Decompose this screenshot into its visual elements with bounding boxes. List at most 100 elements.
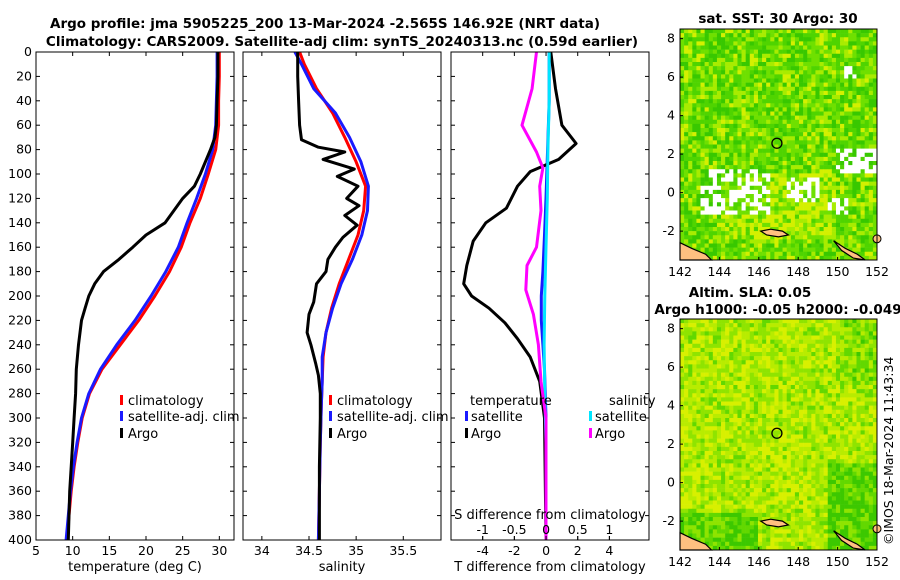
y-tick-label: 220 [8,312,32,327]
x-tick-label: 25 [175,543,191,558]
plot-frame [450,51,650,541]
s-tick-label: 0 [542,522,550,537]
title-line-2: Climatology: CARS2009. Satellite-adj cli… [46,34,638,50]
y-tick-label: 200 [8,288,32,303]
argo-location-marker [771,137,783,149]
map-x-tick-label: 146 [747,264,771,279]
difference-panel: -4 -2 0 2 4 -1 -0.5 0 0.5 1 [450,51,650,558]
x-tick-label: 10 [65,543,81,558]
map-x-tick-label: 152 [865,264,889,279]
y-tick-label: 340 [8,459,32,474]
x-tick-label: 30 [211,543,227,558]
map-x-tick-label: 142 [668,264,692,279]
y-tick-label: 320 [8,434,32,449]
y-tick-label: 60 [16,117,32,132]
y-tick-label: 240 [8,337,32,352]
y-tick-label: 160 [8,239,32,254]
map-y-tick-label: 8 [667,321,675,336]
y-tick-label: 40 [16,93,32,108]
x-tick-label: 35 [348,543,364,558]
legend-swatch-satellite [329,411,332,421]
y-tick-label: 180 [8,264,32,279]
plot-frame [35,51,235,541]
y-tick-label: 100 [8,166,32,181]
x-tick-label: 2 [574,543,582,558]
sla-argo-title: Argo h1000: -0.05 h2000: -0.049 [654,302,900,318]
map-y-tick-label: -2 [663,223,675,238]
sst-map-title: sat. SST: 30 Argo: 30 [698,11,857,27]
title-line-1: Argo profile: jma 5905225_200 13-Mar-202… [50,16,600,32]
argo-location-marker [771,427,783,439]
map-cells [680,319,878,551]
x-tick-label: -2 [508,543,520,558]
map-x-tick-label: 144 [707,264,731,279]
legend-label-satellite: satellite-adj. clim [337,410,449,425]
x-tick-label: 35.5 [389,543,417,558]
x-tick-label: 0 [542,543,550,558]
map-y-tick-label: 4 [667,398,675,413]
y-tick-label: 120 [8,190,32,205]
legend-swatch-s-satellite [589,411,592,421]
legend-swatch-climatology [329,395,332,405]
x-tick-label: 20 [138,543,154,558]
land-manus-island [759,518,790,528]
temperature-legend: climatology satellite-adj. clim Argo [120,394,240,442]
series-argo [296,52,361,540]
temperature-xlabel: temperature (deg C) [68,560,202,575]
map-y-tick-label: 6 [667,69,675,84]
s-tick-label: -1 [476,522,488,537]
difference-legend: temperature satellite Argo salinity sate… [465,394,656,442]
s-tick-label: 1 [605,522,613,537]
legend-label-satellite: satellite-adj. clim [128,410,240,425]
legend-label-argo: Argo [128,427,158,442]
x-tick-label: 34 [254,543,270,558]
y-tick-label: 360 [8,483,32,498]
map-y-tick-label: 4 [667,108,675,123]
y-tick-label: 280 [8,386,32,401]
y-tick-label: 300 [8,410,32,425]
legend-swatch-argo [120,428,123,438]
y-tick-label: 380 [8,508,32,523]
sst-map: 142 144 146 148 150 152 -2 0 2 4 6 8 [663,28,889,279]
legend-label-climatology: climatology [337,394,413,409]
y-tick-label: 140 [8,215,32,230]
y-tick-label: 20 [16,68,32,83]
legend-label-climatology: climatology [128,394,204,409]
y-tick-label: 0 [24,44,32,59]
map-x-tick-label: 148 [786,554,810,569]
temperature-panel: 0 20 40 60 80 100 120 140 160 180 200 220 240 260 280 3… [8,44,235,558]
legend-label-s-satellite: satellite [595,410,647,425]
sla-map-title: Altim. SLA: 0.05 [689,285,811,301]
legend-swatch-t-satellite [465,411,468,421]
map-x-tick-label: 146 [747,554,771,569]
map-y-tick-label: -2 [663,513,675,528]
sla-map: 142 144 146 148 150 152 -2 0 2 4 6 8 [663,318,889,569]
map-y-tick-label: 6 [667,359,675,374]
plot-frame [242,51,442,541]
map-x-tick-label: 152 [865,554,889,569]
s-tick-label: 0.5 [568,522,588,537]
series-temperature-argo [462,52,578,540]
x-tick-label: 4 [605,543,613,558]
t-difference-xlabel: T difference from climatology [453,560,646,575]
s-tick-label: -0.5 [502,522,526,537]
legend-swatch-argo [329,428,332,438]
series-argo [66,52,220,540]
map-y-tick-label: 2 [667,436,675,451]
legend-swatch-s-argo [589,428,592,438]
legend-label-s-argo: Argo [595,427,625,442]
map-frame [679,28,878,261]
x-tick-label: 15 [101,543,117,558]
map-y-tick-label: 0 [667,185,675,200]
legend-label-t-satellite: satellite [471,410,523,425]
salinity-xlabel: salinity [319,560,366,575]
legend-label-argo: Argo [337,427,367,442]
map-frame [679,318,878,551]
series-salinity-argo [520,52,548,540]
y-tick-label: 400 [8,532,32,547]
series-climatology [298,52,368,540]
y-tick-label: 80 [16,142,32,157]
salinity-legend: climatology satellite-adj. clim Argo [329,394,449,442]
x-tick-label: 5 [32,543,40,558]
